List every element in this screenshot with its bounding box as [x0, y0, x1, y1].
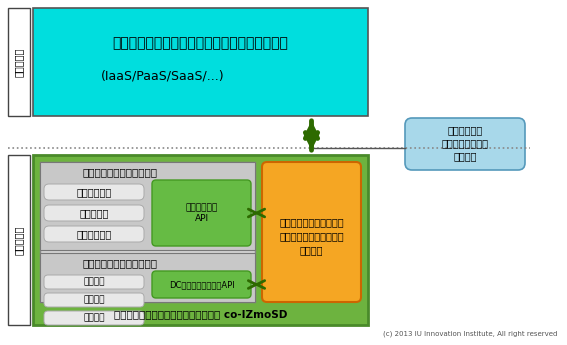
Bar — [40, 253, 255, 302]
Text: ストレージ: ストレージ — [79, 208, 109, 218]
Text: ネットワーク: ネットワーク — [77, 229, 112, 239]
Bar — [40, 162, 255, 250]
FancyBboxPatch shape — [44, 205, 144, 221]
Bar — [33, 8, 368, 116]
Bar — [33, 155, 368, 325]
FancyBboxPatch shape — [44, 293, 144, 307]
Text: DCファシリティ制御API: DCファシリティ制御API — [168, 280, 234, 289]
Text: 仳想化レイヤ（クラウドオーケストレーター）: 仳想化レイヤ（クラウドオーケストレーター） — [113, 36, 289, 50]
Text: 空調設備: 空調設備 — [83, 277, 105, 286]
Text: ソフトウェアデファイン: ソフトウェアデファイン — [279, 217, 344, 227]
FancyBboxPatch shape — [44, 275, 144, 289]
Text: 物理レイヤ: 物理レイヤ — [14, 225, 24, 255]
Text: ローラー: ローラー — [300, 245, 323, 255]
Text: コンテナ型データセンターモジュール co-IZmoSD: コンテナ型データセンターモジュール co-IZmoSD — [114, 309, 287, 319]
Text: ファシリティ: ファシリティ — [447, 125, 483, 135]
FancyBboxPatch shape — [44, 184, 144, 200]
Text: 一体制御: 一体制御 — [453, 151, 477, 161]
FancyBboxPatch shape — [152, 271, 251, 298]
Bar — [40, 162, 255, 302]
Text: 電源設備: 電源設備 — [83, 296, 105, 305]
Bar — [8, 8, 30, 116]
Text: (c) 2013 IU Innovation Institute, All right reserved: (c) 2013 IU Innovation Institute, All ri… — [383, 331, 557, 337]
Text: ドデータセンターコント: ドデータセンターコント — [279, 231, 344, 241]
Text: 仳想レイヤ: 仳想レイヤ — [14, 47, 24, 77]
Text: 監視設備: 監視設備 — [83, 314, 105, 323]
Text: イツサーバー: イツサーバー — [77, 187, 112, 197]
Bar — [8, 155, 30, 325]
Text: クラウド物理資源の抽象化: クラウド物理資源の抽象化 — [83, 167, 158, 177]
Text: データセンタ設備の抽象化: データセンタ設備の抽象化 — [83, 258, 158, 268]
FancyBboxPatch shape — [44, 311, 144, 325]
FancyBboxPatch shape — [262, 162, 361, 302]
Text: 物理資源制御
API: 物理資源制御 API — [185, 203, 218, 223]
FancyBboxPatch shape — [44, 226, 144, 242]
Text: (IaaS/PaaS/SaaS/...): (IaaS/PaaS/SaaS/...) — [101, 69, 225, 82]
FancyBboxPatch shape — [405, 118, 525, 170]
Text: とクラウド資源の: とクラウド資源の — [442, 138, 489, 148]
FancyBboxPatch shape — [152, 180, 251, 246]
